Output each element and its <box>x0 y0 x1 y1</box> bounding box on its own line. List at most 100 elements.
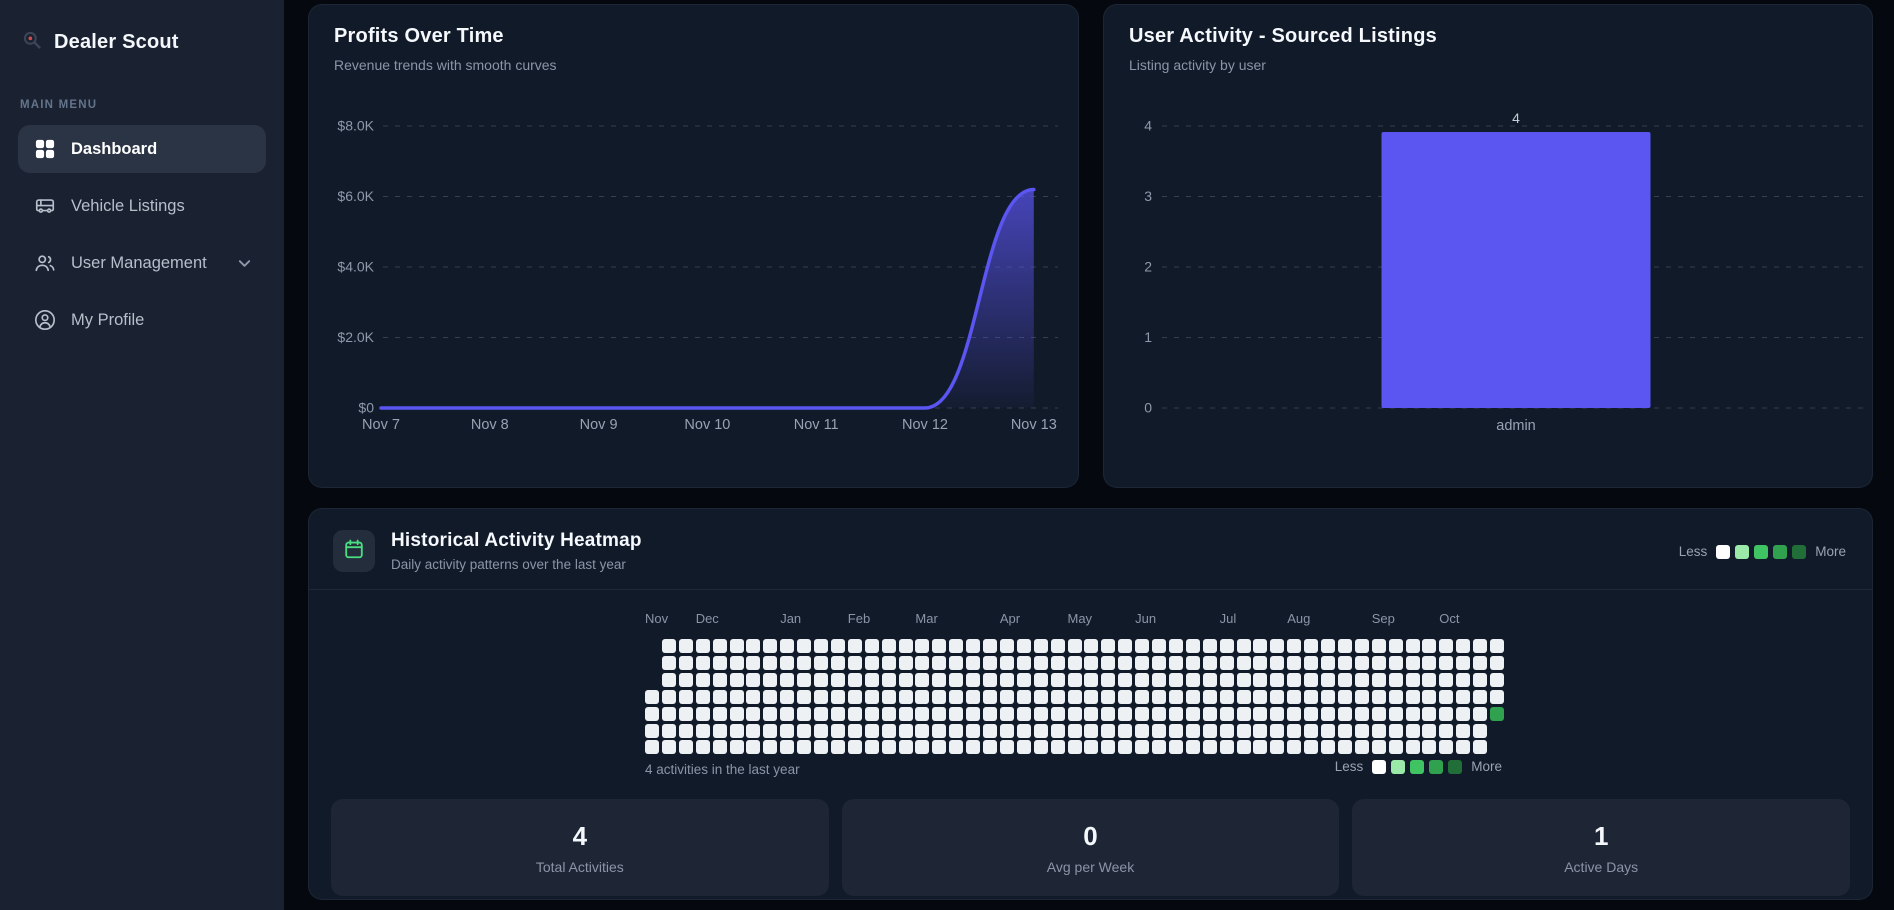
heatmap-day-cell <box>1473 706 1488 721</box>
heatmap-day-cell <box>814 672 828 687</box>
chevron-down-icon[interactable] <box>237 256 252 276</box>
heatmap-day-cell <box>1152 689 1166 704</box>
heatmap-day-cell <box>814 639 828 653</box>
svg-text:3: 3 <box>1144 188 1152 204</box>
heatmap-day-cell <box>1067 740 1082 755</box>
heatmap-day-cell <box>1371 689 1386 704</box>
sidebar-item-my-profile[interactable]: My Profile <box>18 296 266 344</box>
sidebar-item-dashboard[interactable]: Dashboard <box>18 125 266 173</box>
heatmap-month-label: Sep <box>1371 611 1395 626</box>
heatmap-day-cell <box>797 689 812 704</box>
heatmap-day-cell <box>1405 706 1420 721</box>
heatmap-day-cell <box>1152 639 1166 653</box>
calendar-icon <box>343 538 365 565</box>
heatmap-day-cell <box>1439 689 1454 704</box>
heatmap-day-cell <box>1405 723 1420 738</box>
heatmap-day-cell <box>1253 689 1268 704</box>
heatmap-day-cell <box>1405 655 1420 670</box>
sidebar-item-user-management[interactable]: User Management <box>18 239 266 287</box>
heatmap-day-cell <box>1287 639 1302 653</box>
heatmap-day-cell <box>763 706 778 721</box>
heatmap-day-cell <box>1473 723 1488 738</box>
heatmap-day-cell <box>847 672 862 687</box>
heatmap-day-cell <box>983 639 997 653</box>
heatmap-day-cell <box>847 639 862 653</box>
heatmap-day-cell <box>645 706 659 721</box>
heatmap-day-cell <box>746 706 761 721</box>
heatmap-day-cell <box>1473 740 1488 755</box>
heatmap-day-cell <box>1439 672 1454 687</box>
heatmap-day-cell <box>1253 672 1268 687</box>
heatmap-day-cell <box>814 689 828 704</box>
heatmap-day-cell <box>1067 655 1082 670</box>
heatmap-day-cell <box>712 655 727 670</box>
sidebar-item-label: Vehicle Listings <box>71 196 185 215</box>
heatmap-day-cell <box>1388 672 1403 687</box>
heatmap-day-cell <box>1050 689 1065 704</box>
heatmap-day-cell <box>814 706 828 721</box>
heatmap-day-cell <box>1236 740 1251 755</box>
heatmap-day-cell <box>830 689 845 704</box>
heatmap-day-cell <box>1422 655 1437 670</box>
heatmap-day-cell <box>1287 655 1302 670</box>
heatmap-day-cell <box>1101 740 1116 755</box>
heatmap-day-cell <box>746 655 761 670</box>
heatmap-day-cell <box>1321 672 1335 687</box>
svg-text:$2.0K: $2.0K <box>337 329 374 345</box>
sidebar-item-vehicle-listings[interactable]: Vehicle Listings <box>18 182 266 230</box>
heatmap-day-cell <box>1152 655 1166 670</box>
heatmap-day-cell <box>746 672 761 687</box>
heatmap-day-cell <box>966 706 981 721</box>
heatmap-day-cell <box>678 723 693 738</box>
heatmap-day-cell <box>1388 740 1403 755</box>
heatmap-day-cell <box>915 672 930 687</box>
heatmap-day-cell <box>1135 655 1150 670</box>
heatmap-day-cell <box>678 706 693 721</box>
heatmap-day-cell <box>1236 655 1251 670</box>
heatmap-day-cell <box>1456 672 1471 687</box>
heatmap-day-cell <box>915 723 930 738</box>
heatmap-day-cell <box>712 740 727 755</box>
heatmap-day-cell <box>1354 639 1369 653</box>
heatmap-month-label: Oct <box>1439 611 1460 626</box>
heatmap-day-cell <box>898 689 913 704</box>
card-title: User Activity - Sourced Listings <box>1129 25 1437 47</box>
legend-swatches <box>1716 544 1807 559</box>
heatmap-day-cell <box>1016 689 1031 704</box>
heatmap-day-cell <box>1456 655 1471 670</box>
heatmap-day-cell <box>1050 723 1065 738</box>
heatmap-day-cell <box>729 689 744 704</box>
legend-swatch <box>1773 544 1788 559</box>
heatmap-day-cell <box>729 655 744 670</box>
heatmap-day-cell <box>881 689 896 704</box>
heatmap-day-cell <box>1490 639 1504 653</box>
heatmap-day-cell <box>1337 655 1352 670</box>
heatmap-day-cell <box>1033 639 1048 653</box>
heatmap-day-cell <box>1439 655 1454 670</box>
stat-label: Active Days <box>1564 858 1639 875</box>
heatmap-day-cell <box>932 672 947 687</box>
heatmap-day-cell <box>966 740 981 755</box>
heatmap-day-cell <box>1490 689 1504 704</box>
heatmap-day-cell <box>729 672 744 687</box>
heatmap-day-cell <box>1033 723 1048 738</box>
heatmap-day-cell <box>999 672 1014 687</box>
heatmap-day-cell <box>966 689 981 704</box>
card-subtitle: Revenue trends with smooth curves <box>334 57 557 73</box>
heatmap-day-cell <box>1456 639 1471 653</box>
heatmap-day-cell <box>712 639 727 653</box>
card-title: Profits Over Time <box>334 25 504 47</box>
heatmap-day-cell <box>847 655 862 670</box>
heatmap-day-cell <box>1101 706 1116 721</box>
grid-icon <box>34 138 56 160</box>
legend-swatch <box>1754 544 1769 559</box>
svg-text:Nov 7: Nov 7 <box>362 417 400 433</box>
heatmap-day-cell <box>763 639 778 653</box>
legend-swatch <box>1372 759 1387 774</box>
heatmap-day-cell <box>1202 639 1217 653</box>
heatmap-day-cell <box>695 639 710 653</box>
heatmap-day-cell <box>1371 723 1386 738</box>
heatmap-day-cell <box>1270 706 1285 721</box>
heatmap-day-cell <box>1337 740 1352 755</box>
heatmap-day-cell <box>763 655 778 670</box>
